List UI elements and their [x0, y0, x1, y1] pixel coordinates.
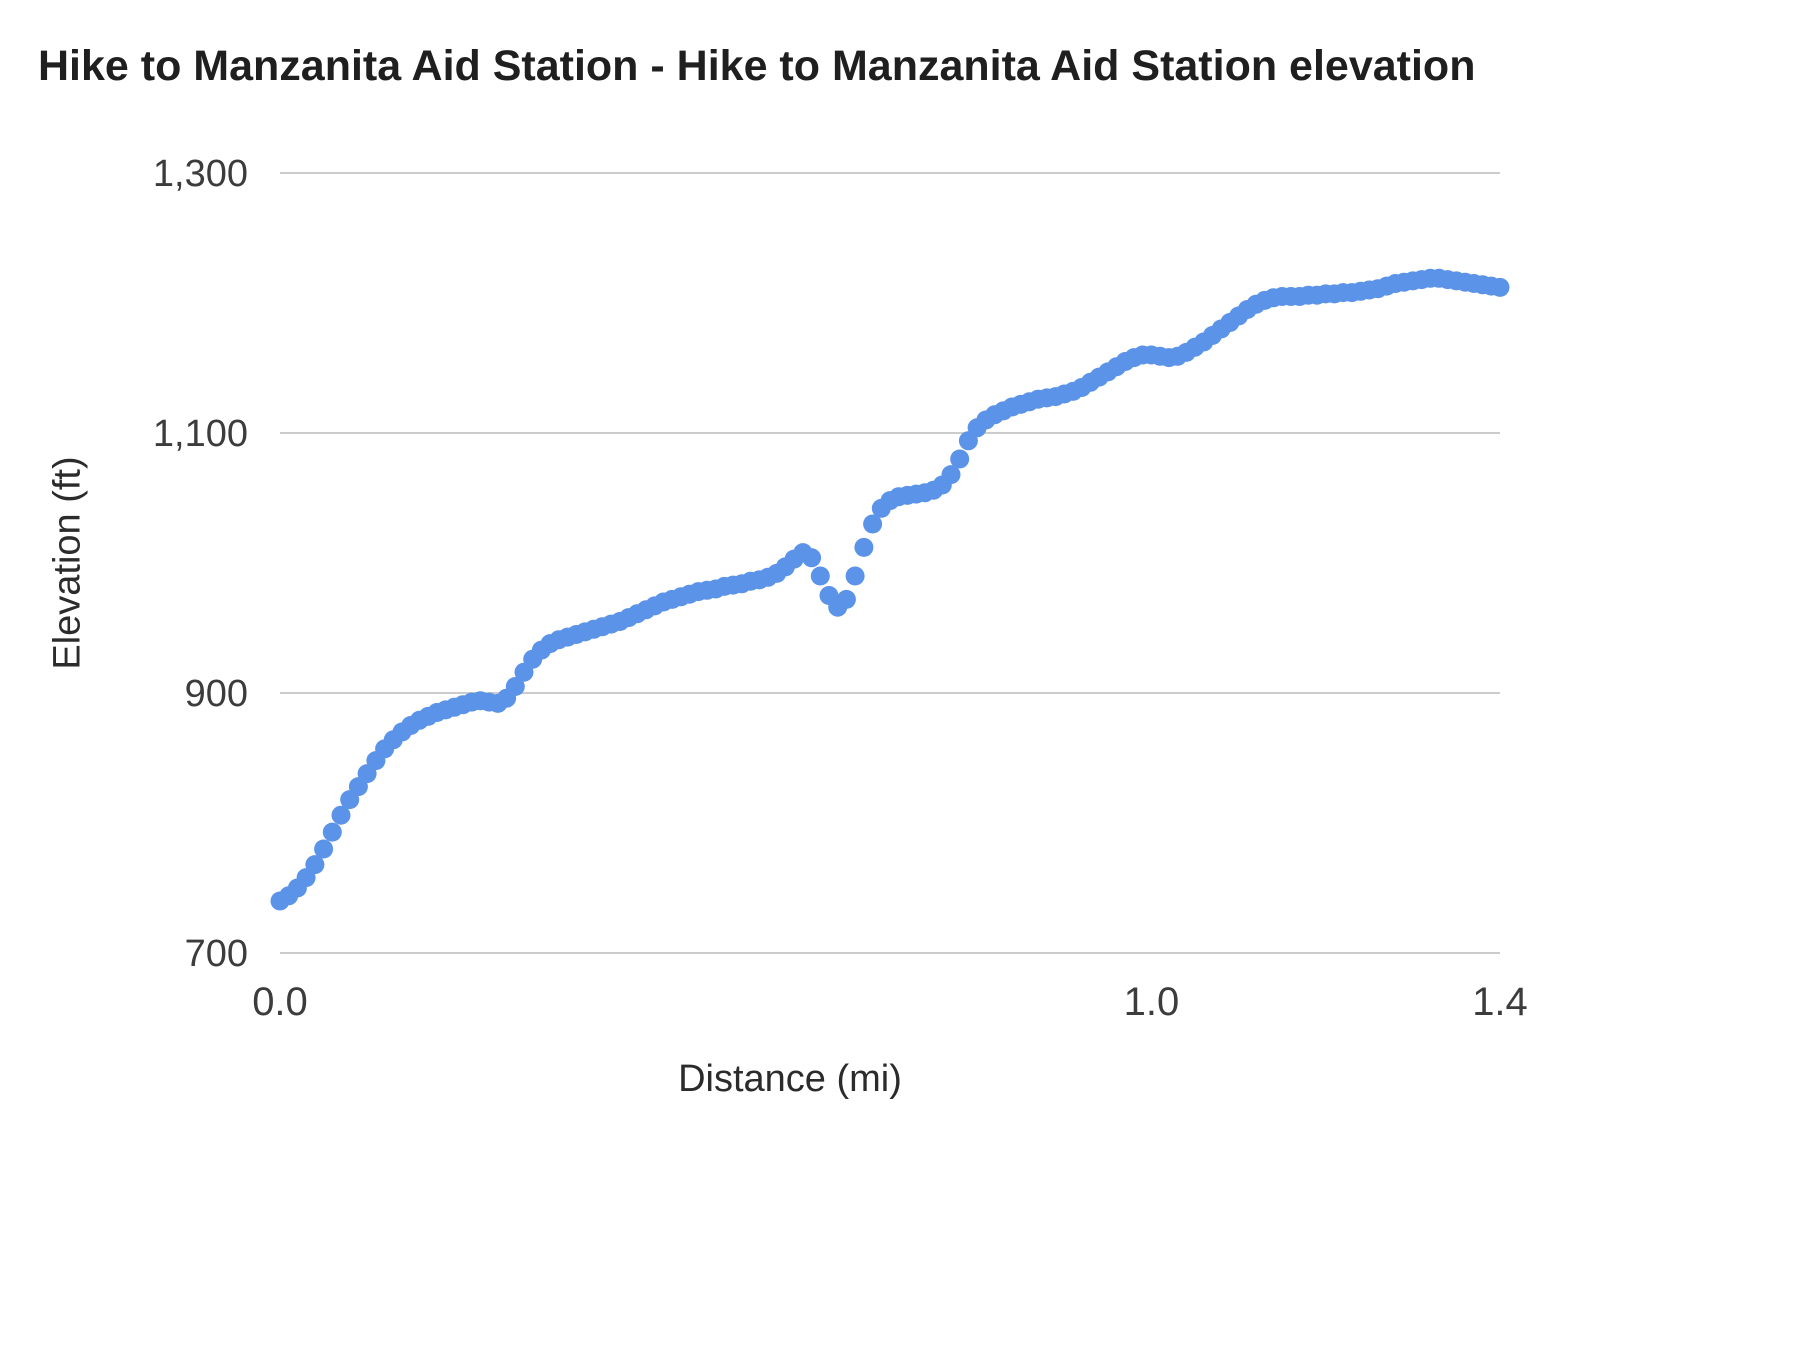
data-point[interactable] [810, 566, 830, 586]
data-point[interactable] [1490, 277, 1510, 297]
data-point[interactable] [322, 822, 342, 842]
y-tick-label: 900 [185, 673, 248, 715]
y-tick-label: 1,300 [153, 153, 248, 195]
data-point[interactable] [854, 537, 874, 557]
data-point[interactable] [305, 855, 325, 875]
data-point[interactable] [836, 589, 856, 609]
data-point[interactable] [941, 465, 961, 485]
y-tick-label: 700 [185, 933, 248, 975]
chart-title: Hike to Manzanita Aid Station - Hike to … [38, 42, 1476, 90]
x-tick-label: 1.4 [1472, 980, 1528, 1024]
data-point[interactable] [505, 677, 525, 696]
x-tick-label: 0.0 [252, 980, 308, 1024]
x-tick-label: 1.0 [1124, 980, 1180, 1024]
data-point[interactable] [845, 566, 865, 586]
data-point[interactable] [863, 514, 883, 534]
data-point[interactable] [314, 839, 334, 859]
data-point[interactable] [950, 449, 970, 469]
y-tick-label: 1,100 [153, 413, 248, 455]
data-point[interactable] [802, 548, 822, 568]
x-axis-title: Distance (mi) [678, 1058, 902, 1100]
data-point[interactable] [331, 805, 351, 825]
